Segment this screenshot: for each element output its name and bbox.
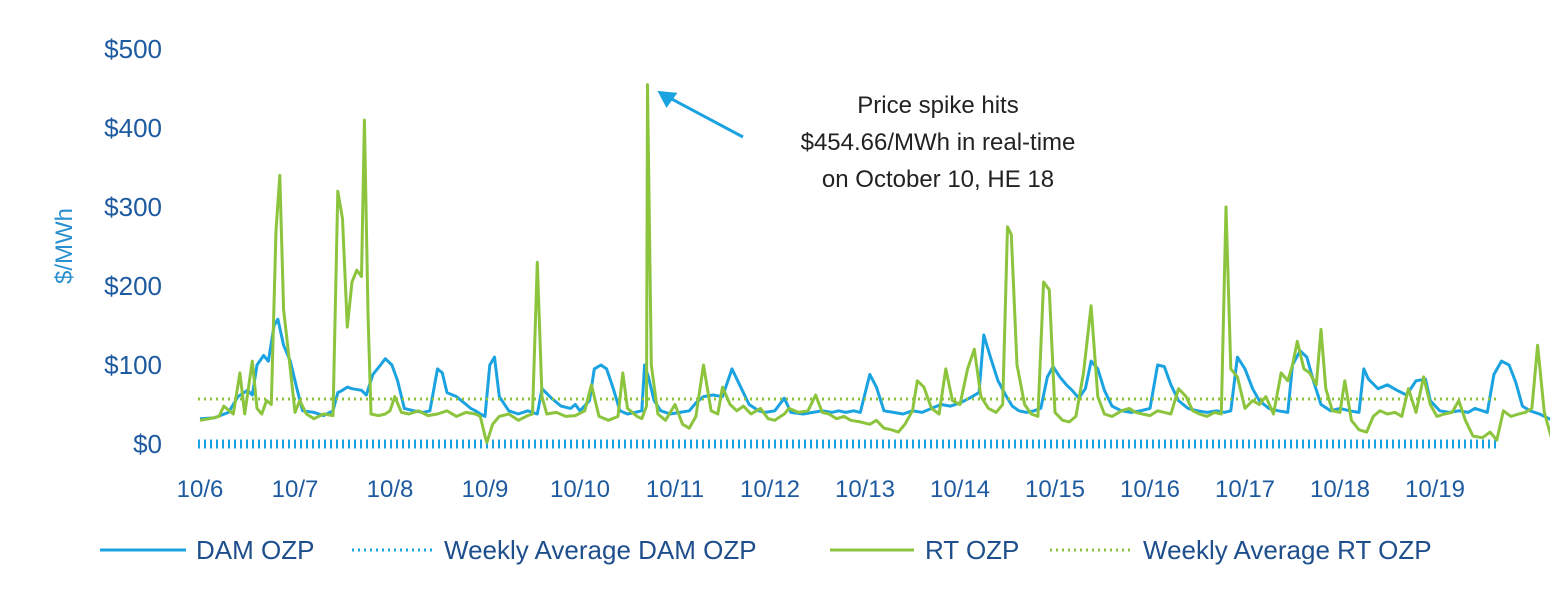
annotation-line-1: Price spike hits (857, 92, 1018, 119)
x-tick-label: 10/9 (462, 476, 509, 503)
legend-rt-avg-label: Weekly Average RT OZP (1143, 535, 1432, 565)
annotation-arrow-head (657, 90, 678, 108)
legend-dam-avg-label: Weekly Average DAM OZP (444, 535, 757, 565)
y-tick-group: $0 $100 $200 $300 $400 $500 (104, 34, 162, 459)
x-tick-label: 10/11 (646, 476, 704, 503)
x-tick-label: 10/7 (272, 476, 319, 503)
y-tick-label: $500 (104, 34, 162, 64)
series-group (198, 83, 1550, 449)
x-tick-label: 10/15 (1025, 476, 1085, 503)
y-tick-label: $300 (104, 192, 162, 222)
x-tick-label: 10/14 (930, 476, 990, 503)
annotation-arrow (668, 96, 744, 139)
x-tick-label: 10/6 (177, 476, 224, 503)
y-tick-label: $400 (104, 113, 162, 143)
x-tick-label: 10/18 (1310, 476, 1370, 503)
x-tick-group: 10/6 10/7 10/8 10/9 10/10 10/11 10/12 10/13 10/1… (177, 476, 1465, 503)
legend-dam-label: DAM OZP (196, 535, 314, 565)
x-tick-label: 10/19 (1405, 476, 1465, 503)
x-tick-label: 10/17 (1215, 476, 1275, 503)
y-tick-label: $200 (104, 271, 162, 301)
x-tick-label: 10/8 (367, 476, 414, 503)
x-tick-label: 10/13 (835, 476, 895, 503)
annotation-line-2: $454.66/MWh in real-time (801, 129, 1076, 156)
legend: DAM OZP Weekly Average DAM OZP RT OZP We… (100, 535, 1432, 565)
series-line-rt-ozp (199, 83, 1550, 444)
x-tick-label: 10/10 (550, 476, 610, 503)
x-tick-label: 10/12 (740, 476, 800, 503)
y-tick-label: $0 (133, 429, 162, 459)
y-tick-label: $100 (104, 350, 162, 380)
legend-rt-label: RT OZP (925, 535, 1019, 565)
y-axis-label: $/MWh (51, 208, 78, 284)
annotation: Price spike hits $454.66/MWh in real-tim… (657, 90, 1076, 193)
annotation-line-3: on October 10, HE 18 (822, 166, 1054, 193)
x-tick-label: 10/16 (1120, 476, 1180, 503)
